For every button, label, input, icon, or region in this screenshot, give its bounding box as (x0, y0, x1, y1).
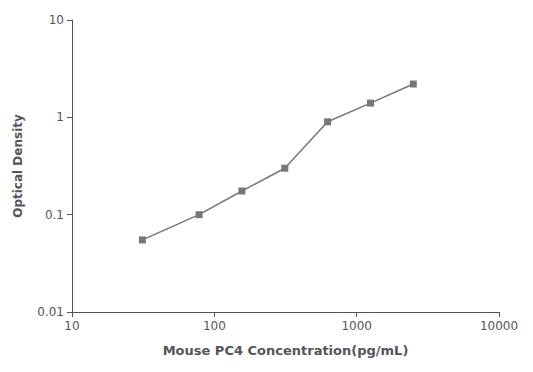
svg-text:10: 10 (64, 319, 79, 333)
svg-text:0.01: 0.01 (37, 305, 64, 319)
svg-text:1000: 1000 (341, 319, 372, 333)
svg-text:100: 100 (203, 319, 226, 333)
svg-text:Optical Density: Optical Density (11, 114, 25, 218)
svg-text:10: 10 (49, 13, 64, 27)
svg-text:10000: 10000 (480, 319, 518, 333)
svg-text:1: 1 (56, 110, 64, 124)
svg-text:0.1: 0.1 (45, 208, 64, 222)
svg-text:Mouse PC4 Concentration(pg/mL): Mouse PC4 Concentration(pg/mL) (163, 343, 409, 358)
